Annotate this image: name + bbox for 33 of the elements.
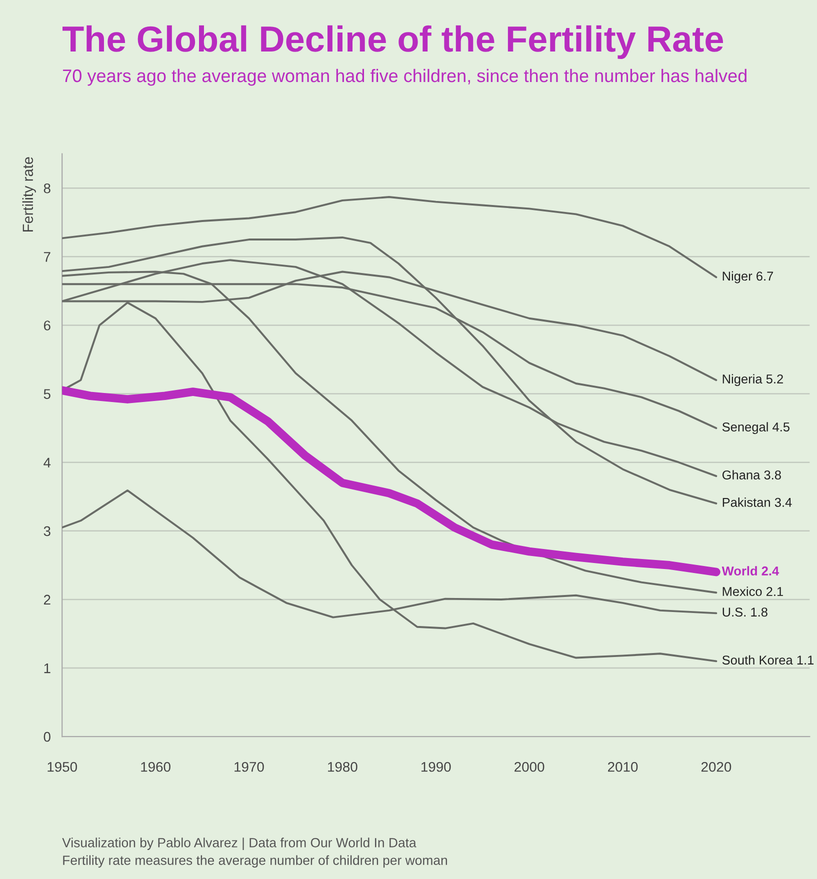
text: Niger 6.7	[722, 271, 774, 284]
x-tick-label: 2000	[514, 762, 544, 772]
x-tick-label: 2020	[701, 762, 732, 772]
x-tick-label: 1990	[421, 762, 451, 772]
line-series	[62, 196, 718, 278]
y-tick-label: 7	[44, 252, 50, 262]
text: Mexico 2.1	[722, 586, 783, 596]
chart-subtitle: 70 years ago the average woman had five children, since then the number has halved	[63, 68, 746, 86]
chart-title: The Global Decline of the Fertility Rate	[62, 25, 724, 60]
line-series	[62, 236, 718, 504]
text: U.S. 1.8	[722, 608, 768, 617]
y-tick-label: 2	[44, 594, 50, 605]
y-tick-label: 6	[44, 320, 50, 330]
text: Fertility rate measures the average number of children per woman	[63, 855, 447, 868]
y-tick-label: 8	[44, 183, 50, 194]
y-tick-label: 0	[44, 732, 50, 742]
y-tick-label: 1	[44, 664, 50, 674]
text: Visualization by Pablo Alvarez | Data from Our World In Data	[62, 838, 416, 850]
text: Ghana 3.8	[722, 470, 781, 480]
y-tick-label: 3	[44, 526, 50, 536]
x-tick-label: 1970	[234, 762, 264, 772]
y-tick-label: 5	[44, 389, 50, 399]
x-tick-label: 1960	[141, 762, 170, 772]
x-tick-label: 1950	[48, 762, 77, 772]
text: World 2.4	[722, 566, 780, 576]
text: South Korea 1.1	[722, 655, 814, 665]
x-tick-label: 1980	[328, 762, 358, 772]
y-tick-label: 4	[44, 458, 51, 468]
x-tick-label: 2010	[608, 762, 638, 772]
text: Nigeria 5.2	[722, 374, 783, 386]
text: Pakistan 3.4	[722, 498, 792, 507]
y-axis-title: Fertility rate	[22, 157, 36, 232]
text: Senegal 4.5	[722, 422, 790, 434]
